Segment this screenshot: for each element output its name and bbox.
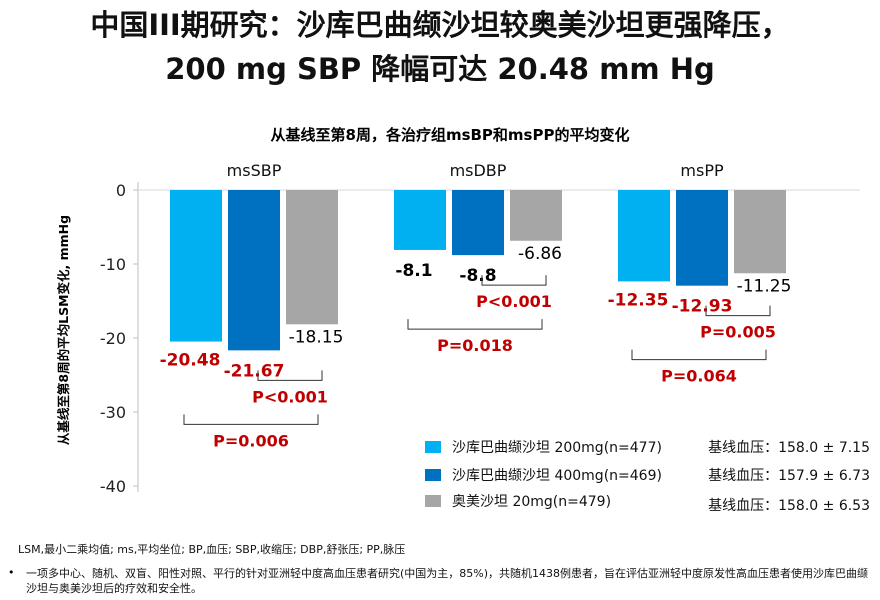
baseline-bp-label: 基线血压：157.9 ± 6.73 bbox=[708, 467, 870, 484]
baseline-bp-label: 基线血压：158.0 ± 7.15 bbox=[708, 439, 870, 456]
bar bbox=[676, 190, 728, 286]
p-value-label: P=0.064 bbox=[661, 367, 737, 386]
y-tick-label: -30 bbox=[100, 403, 126, 422]
legend-label: 奥美沙坦 20mg(n=479) bbox=[452, 493, 611, 510]
p-value-label: P=0.006 bbox=[213, 431, 289, 450]
data-label: -12.93 bbox=[672, 297, 733, 317]
data-label: -18.15 bbox=[289, 327, 344, 347]
data-label: -6.86 bbox=[518, 244, 562, 264]
category-label: msDBP bbox=[450, 161, 507, 180]
bar bbox=[286, 190, 338, 325]
significance-bracket bbox=[631, 349, 767, 361]
footnote-bullet: • bbox=[8, 566, 15, 579]
significance-bracket bbox=[183, 414, 319, 425]
significance-bracket bbox=[481, 275, 547, 286]
legend-swatch bbox=[425, 469, 441, 481]
chart-title: 从基线至第8周，各治疗组msBP和msPP的平均变化 bbox=[271, 126, 630, 144]
significance-bracket bbox=[705, 305, 771, 317]
y-axis-label: 从基线至第8周的平均LSM变化, mmHg bbox=[56, 215, 71, 445]
significance-bracket bbox=[257, 370, 323, 381]
p-value-label: P<0.001 bbox=[252, 387, 328, 406]
y-tick-label: -10 bbox=[100, 255, 126, 274]
data-label: -11.25 bbox=[737, 276, 792, 296]
data-label: -8.1 bbox=[395, 261, 432, 281]
y-tick-label: 0 bbox=[116, 181, 126, 200]
p-value-label: P<0.001 bbox=[476, 292, 552, 311]
bar-chart: 从基线至第8周，各治疗组msBP和msPP的平均变化从基线至第8周的平均LSM变… bbox=[56, 126, 870, 514]
data-label: -21.67 bbox=[224, 361, 285, 381]
category-label: msSBP bbox=[227, 161, 282, 180]
data-label: -12.35 bbox=[608, 290, 669, 310]
legend-label: 沙库巴曲缬沙坦 400mg(n=469) bbox=[452, 468, 662, 484]
baseline-bp-label: 基线血压：158.0 ± 6.53 bbox=[708, 497, 870, 514]
study-description-footnote: 一项多中心、随机、双盲、阳性对照、平行的针对亚洲轻中度高血压患者研究(中国为主，… bbox=[26, 567, 869, 595]
significance-bracket bbox=[407, 319, 543, 330]
bar bbox=[452, 190, 504, 256]
abbreviations-footnote: LSM,最小二乘均值; ms,平均坐位; BP,血压; SBP,收缩压; DBP… bbox=[18, 543, 406, 556]
title-line-2: 200 mg SBP 降幅可达 20.48 mm Hg bbox=[165, 52, 715, 86]
bar bbox=[510, 190, 562, 241]
data-label: -20.48 bbox=[160, 351, 221, 371]
legend-label: 沙库巴曲缬沙坦 200mg(n=477) bbox=[452, 440, 662, 456]
p-value-label: P=0.005 bbox=[700, 323, 776, 342]
bar bbox=[394, 190, 446, 250]
title-line-1: 中国III期研究：沙库巴曲缬沙坦较奥美沙坦更强降压， bbox=[90, 8, 790, 42]
bar bbox=[170, 190, 222, 342]
data-label: -8.8 bbox=[459, 266, 496, 286]
bar bbox=[228, 190, 280, 351]
bar bbox=[618, 190, 670, 282]
legend-swatch bbox=[425, 495, 441, 507]
bar bbox=[734, 190, 786, 274]
legend-swatch bbox=[425, 441, 441, 453]
y-tick-label: -20 bbox=[100, 329, 126, 348]
y-tick-label: -40 bbox=[100, 477, 126, 496]
p-value-label: P=0.018 bbox=[437, 336, 513, 355]
category-label: msPP bbox=[680, 161, 724, 180]
